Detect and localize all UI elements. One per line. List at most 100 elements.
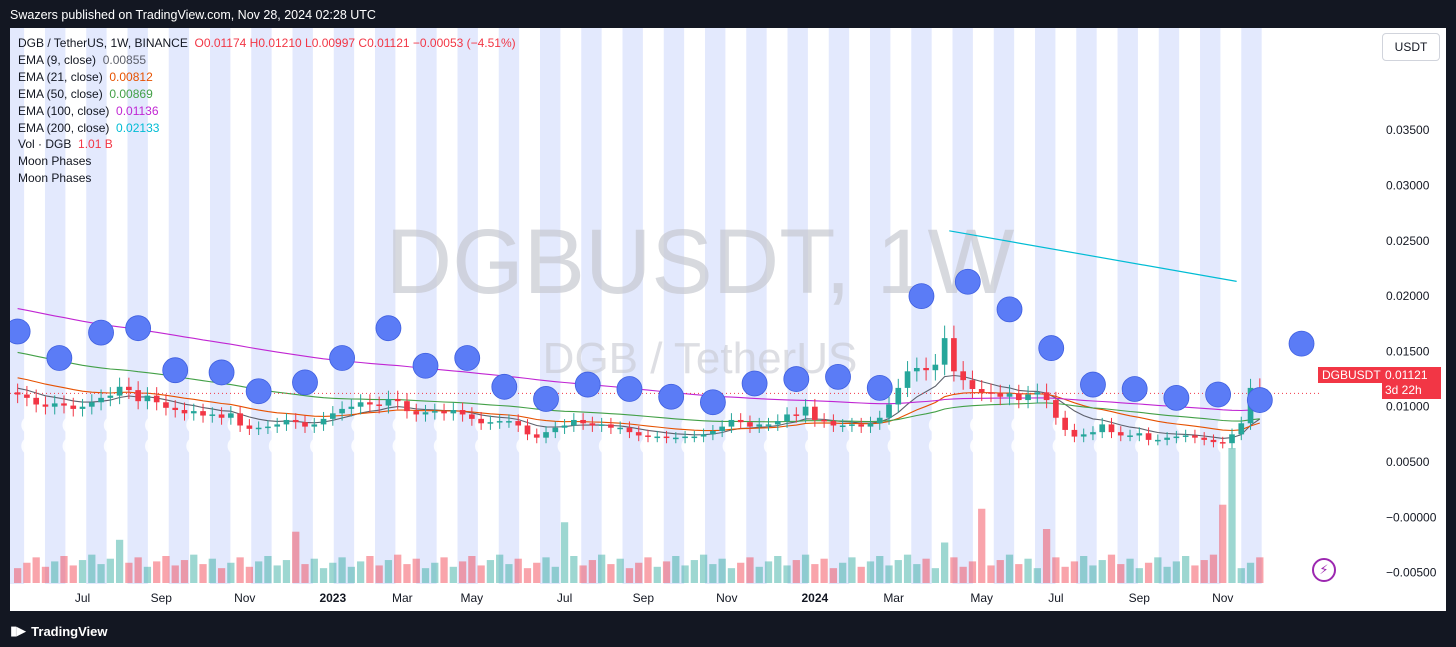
candle-body xyxy=(98,397,104,403)
moon-background-shapes xyxy=(21,416,1236,455)
volume-bar xyxy=(644,557,652,583)
candle xyxy=(1210,434,1217,448)
time-tick-label: Jul xyxy=(1048,591,1063,605)
candle-body xyxy=(431,411,438,413)
candle-body xyxy=(812,406,818,420)
volume-bar xyxy=(662,561,671,583)
candle-body xyxy=(190,411,197,414)
symbol-row[interactable]: DGB / TetherUS, 1W, BINANCE O0.01174 H0.… xyxy=(18,35,516,52)
legend-ema200[interactable]: EMA (200, close) 0.02133 xyxy=(18,120,160,135)
volume-bar xyxy=(171,565,179,583)
moon-cloud xyxy=(1176,437,1195,455)
candle xyxy=(737,413,744,429)
candle-body xyxy=(700,434,707,437)
candle-body xyxy=(1164,437,1170,440)
legend-volume[interactable]: Vol · DGB 1.01 B xyxy=(18,137,113,152)
candle xyxy=(830,414,837,432)
candle xyxy=(1219,436,1226,449)
candle-body xyxy=(515,421,522,426)
legend-ema50[interactable]: EMA (50, close) 0.00869 xyxy=(18,86,153,101)
candle-body xyxy=(524,425,531,435)
legend-ema21[interactable]: EMA (21, close) 0.00812 xyxy=(18,69,153,84)
moon-band xyxy=(292,28,313,611)
moon-cloud xyxy=(433,437,452,455)
candle-body xyxy=(561,425,568,428)
moon-band xyxy=(416,28,437,611)
legend-moon-phases-2[interactable]: Moon Phases xyxy=(18,171,92,186)
moon-phase-circle xyxy=(616,376,643,402)
candle-body xyxy=(246,425,253,429)
candle xyxy=(422,404,429,422)
candle-body xyxy=(348,406,355,409)
candle xyxy=(116,377,123,405)
volume-bar xyxy=(570,556,578,583)
candle-body xyxy=(765,424,772,426)
candle xyxy=(181,402,188,421)
candle-body xyxy=(1108,424,1115,433)
candle xyxy=(867,416,874,433)
volume-bar xyxy=(208,558,216,583)
candle xyxy=(700,428,707,443)
legend-ema100[interactable]: EMA (100, close) 0.01136 xyxy=(18,103,159,118)
candle xyxy=(311,417,318,433)
volume-bar xyxy=(560,522,569,583)
candle-body xyxy=(895,387,902,405)
footer-brand: TradingView xyxy=(31,623,108,639)
volume-bar xyxy=(143,566,152,583)
ema21-value: 0.00812 xyxy=(109,69,153,84)
moon-band xyxy=(86,28,107,611)
candle xyxy=(626,421,633,439)
candle xyxy=(728,413,735,433)
candle xyxy=(960,361,967,390)
candle-body xyxy=(663,436,670,439)
moon-band xyxy=(663,28,685,611)
candle-body xyxy=(1229,434,1235,444)
legend-ema9[interactable]: EMA (9, close) 0.00855 xyxy=(18,52,147,67)
candle xyxy=(1173,430,1180,444)
volume-bar xyxy=(681,565,689,583)
candle xyxy=(144,387,151,410)
candle-body xyxy=(478,418,484,424)
volume-bar xyxy=(384,560,393,583)
candle xyxy=(98,389,104,411)
candle xyxy=(61,395,67,414)
moon-phase-circle xyxy=(208,359,235,386)
candle xyxy=(367,394,373,413)
moon-phase-circle xyxy=(162,357,189,384)
candle-body xyxy=(913,367,920,372)
volume-bar xyxy=(1163,566,1171,583)
price-tick-label: −0.00500 xyxy=(1386,566,1437,580)
legend-moon-phases-1[interactable]: Moon Phases xyxy=(18,154,92,169)
chart-frame[interactable]: DGBUSDT, 1W DGB / TetherUS 0.03500 0.03000 0… xyxy=(10,28,1446,611)
candle xyxy=(932,353,939,381)
time-tick-label: Sep xyxy=(151,591,173,605)
moon-phase-circle xyxy=(1121,376,1148,402)
volume-bar xyxy=(227,562,235,583)
volume-bar xyxy=(477,565,485,583)
moon-cloud xyxy=(433,416,452,434)
volume-bar xyxy=(1182,556,1190,583)
volume-bar xyxy=(115,539,124,583)
candle xyxy=(237,406,243,432)
volume-bar xyxy=(848,557,856,583)
lightning-icon[interactable]: ⚡ xyxy=(1312,558,1336,582)
volume-bar xyxy=(264,556,272,583)
candle-body xyxy=(302,422,308,427)
volume-bar xyxy=(1172,561,1181,583)
time-tick-label: Nov xyxy=(716,591,737,605)
candle xyxy=(357,394,364,415)
volume-bar xyxy=(811,564,819,583)
candle-body xyxy=(719,426,725,432)
candle xyxy=(1006,384,1013,406)
tradingview-logo[interactable]: ▮▶ TradingView xyxy=(10,623,108,639)
moon-band xyxy=(828,28,850,611)
candle-body xyxy=(645,435,651,437)
candle xyxy=(747,415,753,433)
candle-body xyxy=(988,392,994,394)
candle xyxy=(1117,426,1124,442)
moon-cloud xyxy=(763,437,782,455)
currency-button[interactable]: USDT xyxy=(1382,33,1440,61)
moon-band xyxy=(622,28,643,611)
price-tick-label: 0.02500 xyxy=(1386,234,1430,248)
